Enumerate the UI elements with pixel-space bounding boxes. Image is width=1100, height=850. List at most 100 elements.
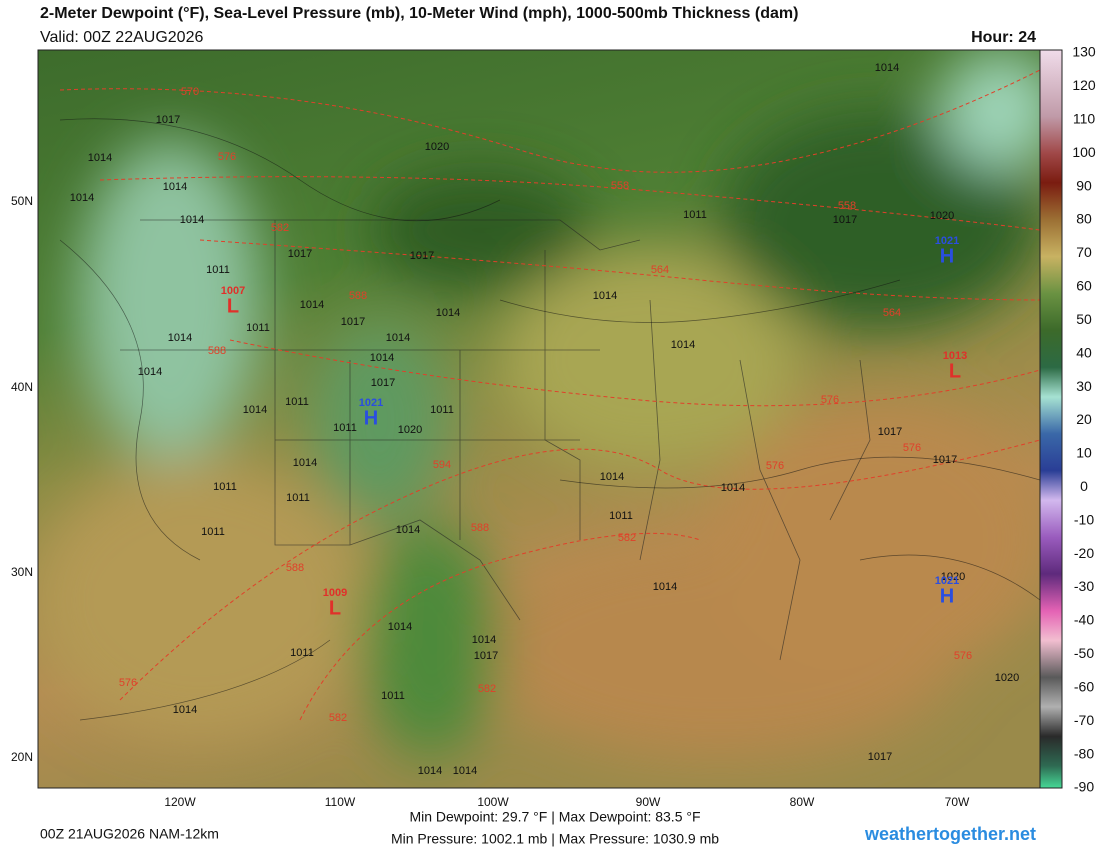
longitude-label: 70W xyxy=(945,795,970,809)
pressure-label: 1014 xyxy=(653,581,677,593)
pressure-label: 1017 xyxy=(868,751,892,763)
colorbar-label: -70 xyxy=(1074,712,1094,728)
colorbar-label: 100 xyxy=(1072,144,1096,160)
latitude-label: 20N xyxy=(11,750,33,764)
center-letter: H xyxy=(364,407,378,429)
pressure-label: 1014 xyxy=(293,457,317,469)
pressure-label: 1014 xyxy=(396,524,420,536)
colorbar-label: 30 xyxy=(1076,378,1092,394)
thickness-label: 564 xyxy=(883,307,901,319)
latitude-label: 30N xyxy=(11,565,33,579)
colorbar-label: 80 xyxy=(1076,211,1092,227)
center-value: 1021 xyxy=(359,397,383,409)
pressure-label: 1014 xyxy=(180,214,204,226)
pressure-label: 1011 xyxy=(286,492,310,504)
pressure-label: 1020 xyxy=(398,424,422,436)
latitude-label: 50N xyxy=(11,194,33,208)
thickness-label: 576 xyxy=(218,151,236,163)
model-run: 00Z 21AUG2026 NAM-12km xyxy=(40,826,219,842)
thickness-label: 588 xyxy=(349,290,367,302)
thickness-label: 558 xyxy=(611,180,629,192)
thickness-label: 564 xyxy=(651,264,669,276)
pressure-label: 1020 xyxy=(425,141,449,153)
pressure-label: 1011 xyxy=(290,647,314,659)
thickness-label: 576 xyxy=(766,460,784,472)
pressure-label: 1014 xyxy=(593,290,617,302)
colorbar-label: -40 xyxy=(1074,612,1094,628)
colorbar-label: -10 xyxy=(1074,511,1094,527)
longitude-label: 100W xyxy=(477,795,509,809)
pressure-stats: Min Pressure: 1002.1 mb | Max Pressure: … xyxy=(391,831,719,847)
thickness-label: 576 xyxy=(954,650,972,662)
valid-time: Valid: 00Z 22AUG2026 xyxy=(40,29,203,46)
thickness-label: 588 xyxy=(471,522,489,534)
pressure-label: 1020 xyxy=(941,571,965,583)
pressure-label: 1014 xyxy=(168,332,192,344)
site-credit[interactable]: weathertogether.net xyxy=(864,824,1036,844)
center-value: 1007 xyxy=(221,285,245,297)
pressure-label: 1014 xyxy=(671,339,695,351)
center-value: 1021 xyxy=(935,575,959,587)
pressure-label: 1017 xyxy=(833,214,857,226)
pressure-label: 1017 xyxy=(410,250,434,262)
pressure-label: 1014 xyxy=(472,634,496,646)
thickness-label: 576 xyxy=(821,394,839,406)
map xyxy=(38,50,1040,788)
longitude-label: 110W xyxy=(325,795,356,809)
center-value: 1021 xyxy=(935,235,959,247)
center-letter: H xyxy=(940,585,954,607)
colorbar-label: -30 xyxy=(1074,578,1094,594)
thickness-label: 576 xyxy=(119,677,137,689)
longitude-label: 90W xyxy=(636,795,661,809)
pressure-label: 1014 xyxy=(600,471,624,483)
title: 2-Meter Dewpoint (°F), Sea-Level Pressur… xyxy=(40,5,798,22)
pressure-label: 1011 xyxy=(285,396,309,408)
pressure-label: 1011 xyxy=(333,422,357,434)
colorbar-label: 20 xyxy=(1076,411,1092,427)
thickness-label: 582 xyxy=(478,683,496,695)
forecast-hour: Hour: 24 xyxy=(971,29,1036,46)
pressure-label: 1014 xyxy=(88,152,112,164)
center-letter: H xyxy=(940,245,954,267)
colorbar-label: 120 xyxy=(1072,77,1096,93)
pressure-label: 1011 xyxy=(246,322,270,334)
pressure-label: 1014 xyxy=(418,765,442,777)
dewpoint-stats: Min Dewpoint: 29.7 °F | Max Dewpoint: 83… xyxy=(409,809,700,825)
pressure-label: 1011 xyxy=(430,404,454,416)
latitude-label: 40N xyxy=(11,380,33,394)
pressure-label: 1014 xyxy=(70,192,94,204)
pressure-label: 1011 xyxy=(213,481,237,493)
colorbar-label: 0 xyxy=(1080,478,1088,494)
center-value: 1013 xyxy=(943,350,967,362)
pressure-label: 1014 xyxy=(875,62,899,74)
pressure-label: 1011 xyxy=(609,510,633,522)
pressure-label: 1017 xyxy=(156,114,180,126)
colorbar-label: 40 xyxy=(1076,344,1092,360)
pressure-label: 1017 xyxy=(371,377,395,389)
pressure-label: 1014 xyxy=(163,181,187,193)
colorbar-label: 110 xyxy=(1073,111,1096,127)
thickness-label: 582 xyxy=(329,712,347,724)
pressure-label: 1017 xyxy=(474,650,498,662)
pressure-label: 1014 xyxy=(138,366,162,378)
pressure-label: 1011 xyxy=(381,690,405,702)
pressure-label: 1017 xyxy=(341,316,365,328)
colorbar-label: -60 xyxy=(1074,678,1094,694)
pressure-label: 1017 xyxy=(878,426,902,438)
pressure-label: 1014 xyxy=(453,765,477,777)
longitude-label: 120W xyxy=(164,795,196,809)
pressure-label: 1014 xyxy=(300,299,324,311)
colorbar-label: 10 xyxy=(1076,445,1092,461)
thickness-label: 594 xyxy=(433,459,451,471)
colorbar-label: -80 xyxy=(1074,745,1094,761)
center-letter: L xyxy=(329,597,341,619)
colorbar-label: -90 xyxy=(1074,779,1094,795)
thickness-label: 582 xyxy=(618,532,636,544)
center-letter: L xyxy=(227,295,239,317)
center-letter: L xyxy=(949,360,961,382)
pressure-label: 1014 xyxy=(388,621,412,633)
thickness-label: 588 xyxy=(208,345,226,357)
thickness-label: 582 xyxy=(271,222,289,234)
colorbar-label: -20 xyxy=(1074,545,1094,561)
